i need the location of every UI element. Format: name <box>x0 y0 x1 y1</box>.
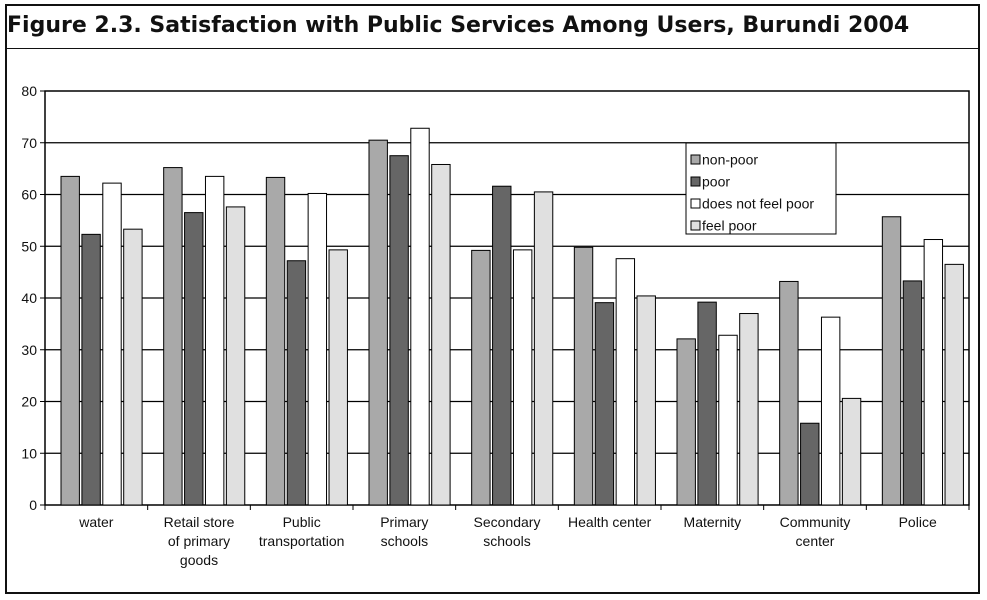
bar-feel-poor-3 <box>431 163 451 506</box>
x-category-label: Community <box>780 514 851 530</box>
bar-does-not-feel-poor-3 <box>410 127 430 506</box>
y-tick-label: 10 <box>21 445 37 461</box>
y-tick-label: 50 <box>21 238 37 254</box>
y-tick-label: 60 <box>21 187 37 203</box>
y-tick-label: 40 <box>21 290 37 306</box>
bar-feel-poor-8 <box>944 263 964 506</box>
figure-title: Figure 2.3. Satisfaction with Public Ser… <box>7 13 910 38</box>
bar-poor-7 <box>800 422 820 506</box>
y-tick-label: 20 <box>21 394 37 410</box>
bar-feel-poor-7 <box>841 397 862 506</box>
x-category-label: Public <box>283 514 321 530</box>
legend-swatch <box>690 198 701 209</box>
x-category-label: of primary <box>168 533 230 549</box>
axes: 0 10 20 30 40 50 60 70 80 water Retail store of pri… <box>21 83 970 568</box>
bar-does-not-feel-poor-6 <box>718 334 738 506</box>
bar-feel-poor-5 <box>636 295 656 506</box>
bar-poor-8 <box>902 280 923 506</box>
x-category-label: Secondary <box>474 514 541 530</box>
x-category-label: schools <box>483 533 530 549</box>
bar-poor-6 <box>697 301 717 506</box>
y-tick-label: 80 <box>21 83 37 99</box>
bar-poor-4 <box>492 185 512 506</box>
bar-non-poor-5 <box>573 246 594 506</box>
bar-does-not-feel-poor-4 <box>512 249 533 506</box>
x-category-label: schools <box>381 533 428 549</box>
bar-non-poor-3 <box>368 139 388 506</box>
x-category-label: center <box>796 533 835 549</box>
legend-swatch <box>690 176 701 187</box>
bar-feel-poor-1 <box>225 206 246 506</box>
legend-swatch <box>690 220 701 231</box>
bar-non-poor-0 <box>60 175 80 506</box>
bar-poor-1 <box>184 212 204 506</box>
bar-feel-poor-4 <box>533 191 554 506</box>
x-category-label: Police <box>899 514 937 530</box>
bar-does-not-feel-poor-2 <box>307 192 328 506</box>
bar-poor-2 <box>286 260 307 506</box>
x-category-label: goods <box>180 552 218 568</box>
bar-does-not-feel-poor-0 <box>102 182 122 506</box>
x-category-label: Health center <box>568 514 652 530</box>
legend-box <box>685 142 837 235</box>
bar-non-poor-1 <box>163 167 183 506</box>
x-category-label: Retail store <box>164 514 235 530</box>
legend-label: poor <box>702 174 730 190</box>
bar-poor-5 <box>594 302 615 506</box>
bar-does-not-feel-poor-5 <box>615 258 636 506</box>
bar-feel-poor-6 <box>739 313 759 506</box>
bar-does-not-feel-poor-1 <box>204 175 225 506</box>
bar-poor-3 <box>389 155 409 506</box>
legend: non-poor poor does not feel poor feel poor <box>685 142 837 235</box>
y-tick-label: 70 <box>21 135 37 151</box>
legend-label: feel poor <box>702 218 757 234</box>
legend-label: does not feel poor <box>702 196 814 212</box>
bar-does-not-feel-poor-8 <box>923 239 944 506</box>
y-tick-label: 0 <box>29 497 37 513</box>
bar-feel-poor-2 <box>328 249 348 506</box>
bar-non-poor-2 <box>265 176 286 506</box>
x-category-label: Primary <box>380 514 428 530</box>
x-category-label: Maternity <box>684 514 742 530</box>
bars <box>60 127 964 506</box>
bar-non-poor-7 <box>779 280 799 506</box>
bar-non-poor-8 <box>881 216 902 506</box>
bar-non-poor-6 <box>676 338 696 506</box>
y-tick-label: 30 <box>21 342 37 358</box>
bar-non-poor-4 <box>471 249 491 506</box>
x-category-label: transportation <box>259 533 345 549</box>
legend-label: non-poor <box>702 152 758 168</box>
title-rule <box>7 48 978 49</box>
bar-does-not-feel-poor-7 <box>820 316 841 506</box>
x-category-label: water <box>78 514 114 530</box>
legend-swatch <box>690 154 701 165</box>
bar-feel-poor-0 <box>123 228 143 506</box>
bar-poor-0 <box>81 233 101 506</box>
